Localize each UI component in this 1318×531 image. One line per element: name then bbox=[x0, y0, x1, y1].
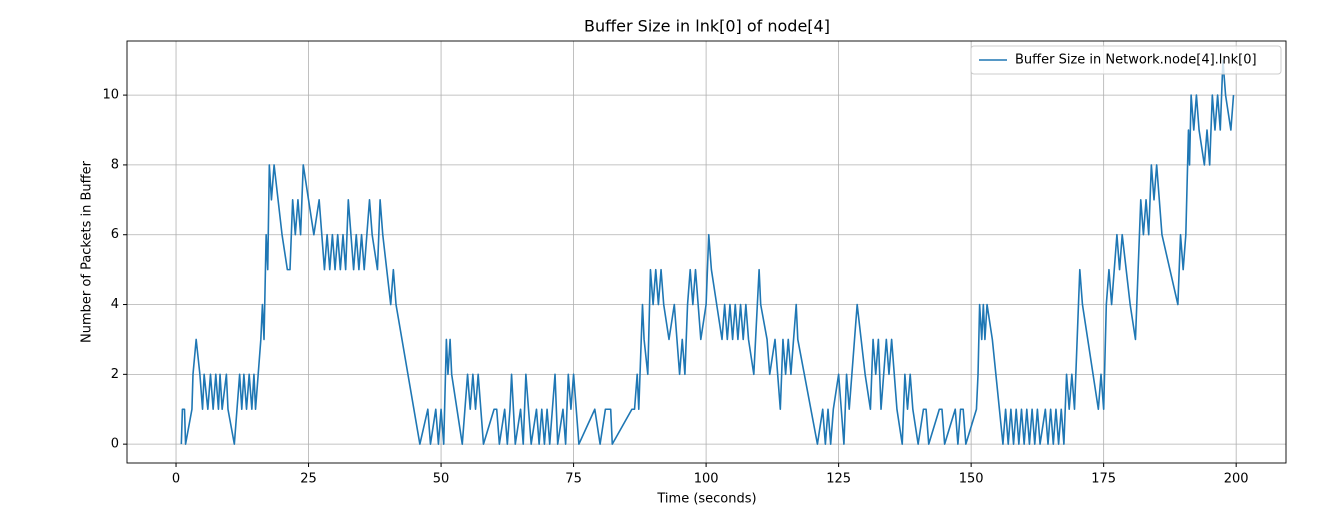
data-line bbox=[180, 59, 1235, 445]
x-tick-label: 25 bbox=[300, 472, 317, 487]
y-tick-label: 0 bbox=[111, 437, 119, 452]
chart-title: Buffer Size in lnk[0] of node[4] bbox=[584, 17, 830, 36]
y-axis-label: Number of Packets in Buffer bbox=[80, 160, 95, 343]
y-tick-label: 10 bbox=[102, 88, 119, 103]
legend-box bbox=[970, 45, 1282, 75]
plot-frame bbox=[126, 40, 1287, 464]
y-tick-label: 4 bbox=[111, 297, 119, 312]
x-tick-label: 50 bbox=[433, 472, 450, 487]
legend-label: Buffer Size in Network.node[4].lnk[0] bbox=[1015, 53, 1257, 68]
x-tick-label: 150 bbox=[959, 472, 984, 487]
x-tick-label: 200 bbox=[1224, 472, 1249, 487]
x-tick-label: 75 bbox=[565, 472, 582, 487]
x-tick-label: 100 bbox=[694, 472, 719, 487]
y-tick-label: 2 bbox=[111, 367, 119, 382]
x-axis-label: Time (seconds) bbox=[656, 492, 756, 507]
x-tick-label: 0 bbox=[172, 472, 180, 487]
x-tick-label: 175 bbox=[1091, 472, 1116, 487]
y-tick-label: 8 bbox=[111, 157, 119, 172]
y-tick-label: 6 bbox=[111, 227, 119, 242]
x-tick-label: 125 bbox=[826, 472, 851, 487]
